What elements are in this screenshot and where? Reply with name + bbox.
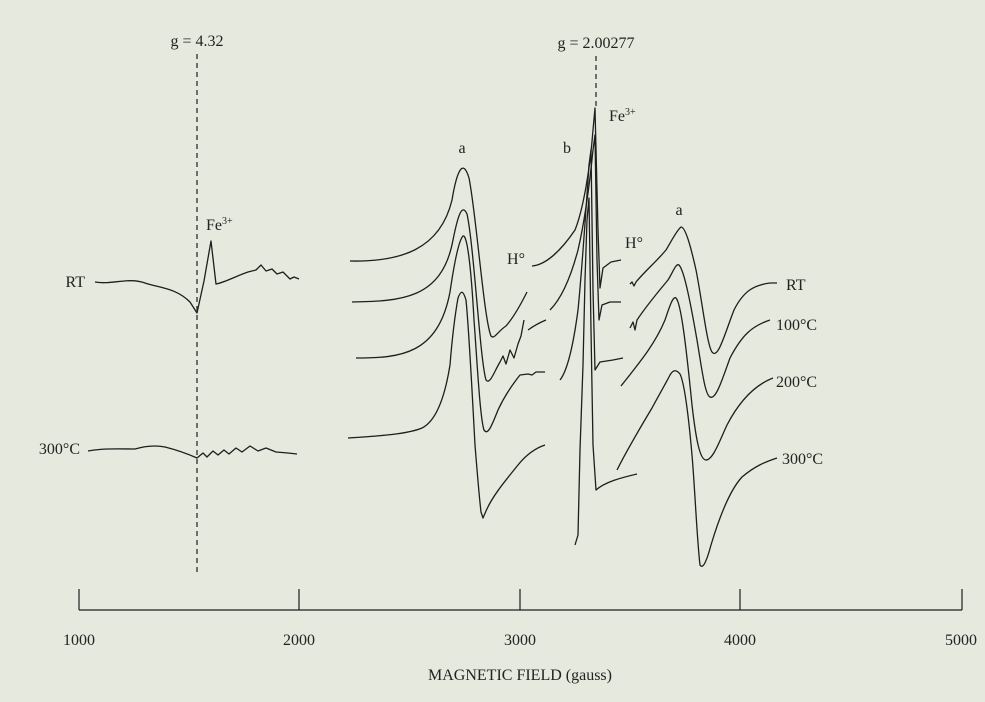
peak-label-high-fe-sup: 3+: [625, 107, 636, 118]
peak-label-high-fe-text: Fe: [609, 108, 625, 125]
peak-label-low-fe-sup: 3+: [222, 216, 233, 227]
series-label-high-rt: RT: [786, 277, 806, 294]
x-tick-label: 4000: [724, 632, 756, 649]
series-line-low-300c: [88, 446, 297, 458]
x-tick-label: 3000: [504, 632, 536, 649]
peak-label-a-left: a: [458, 140, 465, 157]
series-line-high-300c: [348, 198, 777, 566]
x-axis-title: MAGNETIC FIELD (gauss): [428, 667, 612, 684]
low-field-panel: RT Fe3+ 300°C: [39, 216, 299, 458]
series-line-high-100c: [352, 135, 770, 397]
peak-label-high-fe: Fe3+: [609, 107, 636, 125]
x-tick-label: 1000: [63, 632, 95, 649]
x-tick-label: 2000: [283, 632, 315, 649]
series-label-low-300c: 300°C: [39, 441, 80, 458]
species-label-h-left: H°: [507, 251, 525, 268]
reference-label-g-4-32: g = 4.32: [170, 33, 223, 50]
x-axis: 1000 2000 3000 4000 5000 MAGNETIC FIELD …: [63, 589, 977, 684]
peak-label-low-fe: Fe3+: [206, 216, 233, 234]
peak-label-b: b: [563, 140, 571, 157]
x-tick-label: 5000: [945, 632, 977, 649]
series-line-high-200c: [356, 150, 773, 460]
series-label-high-100c: 100°C: [776, 317, 817, 334]
species-label-h-right: H°: [625, 235, 643, 252]
peak-label-a-right: a: [675, 202, 682, 219]
peak-label-low-fe-text: Fe: [206, 217, 222, 234]
reference-lines: g = 4.32 g = 2.00277: [170, 33, 634, 575]
high-field-panel: RT 100°C 200°C 300°C a b Fe3+ a H° H°: [348, 107, 823, 566]
series-label-low-rt: RT: [66, 274, 86, 291]
series-line-low-rt: [95, 241, 299, 313]
reference-label-g-2-00277: g = 2.00277: [557, 35, 634, 52]
series-label-high-300c: 300°C: [782, 451, 823, 468]
series-label-high-200c: 200°C: [776, 374, 817, 391]
